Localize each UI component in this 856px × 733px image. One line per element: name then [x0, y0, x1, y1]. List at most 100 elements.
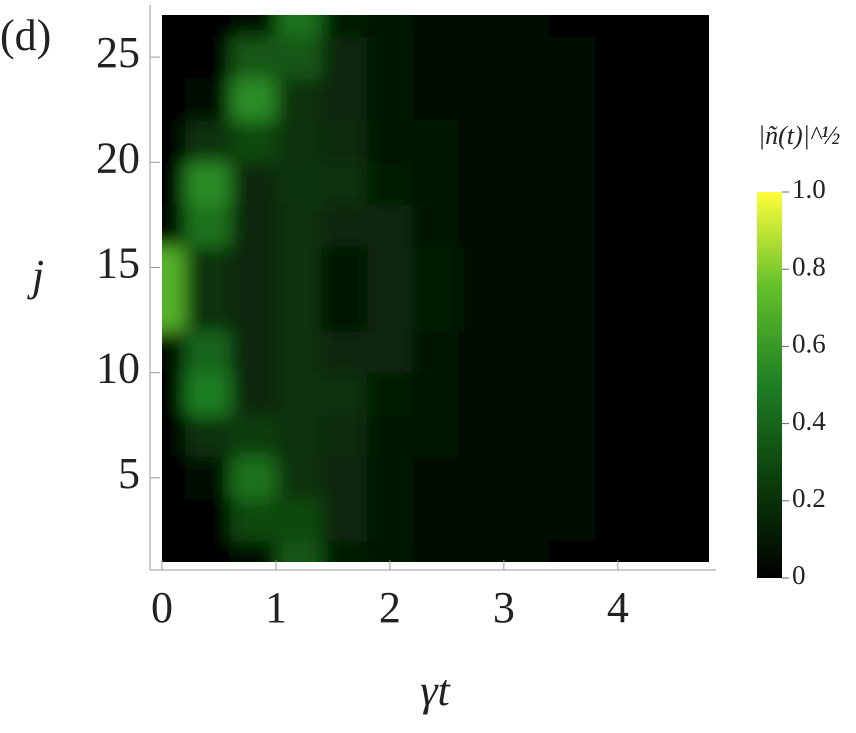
- heat-cell: [549, 246, 596, 289]
- heat-cell: [230, 246, 277, 289]
- heat-cell: [503, 36, 550, 79]
- heat-cell: [503, 204, 550, 247]
- heat-cell: [230, 120, 277, 163]
- heat-cell: [549, 372, 596, 416]
- heat-cell: [275, 540, 323, 562]
- heat-cell: [321, 330, 368, 374]
- heat-cell: [412, 204, 459, 247]
- heat-cell: [640, 288, 687, 332]
- heat-cell: [275, 288, 323, 332]
- heat-cell: [184, 36, 231, 79]
- heat-cell: [162, 414, 186, 458]
- heat-cell: [367, 36, 414, 79]
- heat-cell: [367, 456, 414, 500]
- heat-cell: [230, 288, 277, 332]
- heat-cell: [595, 414, 642, 458]
- heat-cell: [412, 456, 459, 500]
- heat-cell: [230, 162, 277, 205]
- colorbar-tick-label: 0: [792, 560, 806, 590]
- heat-cell: [595, 246, 642, 289]
- heat-cell: [321, 78, 368, 121]
- heat-cell: [595, 372, 642, 416]
- heat-cell: [640, 540, 687, 562]
- heat-cell: [275, 414, 323, 458]
- heat-cell: [367, 330, 414, 374]
- heat-cell: [275, 78, 323, 121]
- heat-cell: [503, 414, 550, 458]
- colorbar-tick-label: 0.8: [792, 251, 826, 281]
- y-axis-label: j: [27, 251, 44, 300]
- heat-cell: [458, 36, 505, 79]
- heat-cell: [230, 498, 277, 542]
- y-tick-label: 5: [118, 449, 140, 498]
- heat-cell: [458, 288, 505, 332]
- heat-cell: [321, 498, 368, 542]
- heat-cell: [230, 330, 277, 374]
- heat-cell: [503, 78, 550, 121]
- heat-cell: [184, 162, 231, 205]
- heat-cell: [458, 414, 505, 458]
- heat-cell: [367, 498, 414, 542]
- heat-cell: [275, 246, 323, 289]
- heat-cell: [595, 162, 642, 205]
- heat-cell: [412, 498, 459, 542]
- heat-cell: [595, 78, 642, 121]
- heat-cell: [184, 414, 231, 458]
- heat-cell: [275, 372, 323, 416]
- heat-cell: [686, 204, 709, 247]
- heat-cell: [412, 162, 459, 205]
- heat-cell: [162, 456, 186, 500]
- heat-cell: [162, 204, 186, 247]
- heat-cell: [412, 246, 459, 289]
- heat-cell: [686, 162, 709, 205]
- heat-cell: [686, 330, 709, 374]
- heat-cell: [686, 36, 709, 79]
- heat-cell: [162, 330, 186, 374]
- heat-cell: [367, 246, 414, 289]
- heat-cell: [503, 246, 550, 289]
- heat-cell: [321, 246, 368, 289]
- heat-cell: [458, 456, 505, 500]
- heat-cell: [184, 372, 231, 416]
- heat-cell: [184, 78, 231, 121]
- heat-cell: [367, 120, 414, 163]
- heat-cell: [412, 540, 459, 562]
- heat-cell: [549, 456, 596, 500]
- heat-cell: [503, 540, 550, 562]
- heat-cell: [275, 120, 323, 163]
- heat-cell: [549, 36, 596, 79]
- heat-cell: [503, 456, 550, 500]
- heat-cell: [162, 540, 186, 562]
- heat-cell: [367, 162, 414, 205]
- heat-cell: [162, 15, 186, 37]
- y-tick-label: 15: [96, 239, 140, 288]
- heat-cell: [275, 330, 323, 374]
- heat-cell: [640, 15, 687, 37]
- heat-cell: [458, 330, 505, 374]
- heat-cell: [184, 246, 231, 289]
- heat-cell: [162, 78, 186, 121]
- heat-cell: [549, 204, 596, 247]
- heat-cell: [503, 330, 550, 374]
- heat-cell: [640, 372, 687, 416]
- heat-cell: [275, 204, 323, 247]
- heat-cell: [367, 288, 414, 332]
- heat-cell: [412, 288, 459, 332]
- heat-cell: [458, 540, 505, 562]
- heat-cell: [321, 540, 368, 562]
- heat-cell: [640, 246, 687, 289]
- heat-cell: [230, 372, 277, 416]
- x-axis-label: γt: [420, 666, 451, 715]
- heat-cell: [321, 372, 368, 416]
- heat-cell: [595, 330, 642, 374]
- heat-cell: [458, 78, 505, 121]
- heat-cell: [230, 456, 277, 500]
- heat-cell: [686, 120, 709, 163]
- heat-cell: [503, 15, 550, 37]
- heat-cell: [321, 456, 368, 500]
- heat-cell: [412, 15, 459, 37]
- heat-cell: [230, 78, 277, 121]
- colorbar-tick-label: 1.0: [792, 174, 826, 204]
- heat-cell: [595, 540, 642, 562]
- heat-cell: [549, 540, 596, 562]
